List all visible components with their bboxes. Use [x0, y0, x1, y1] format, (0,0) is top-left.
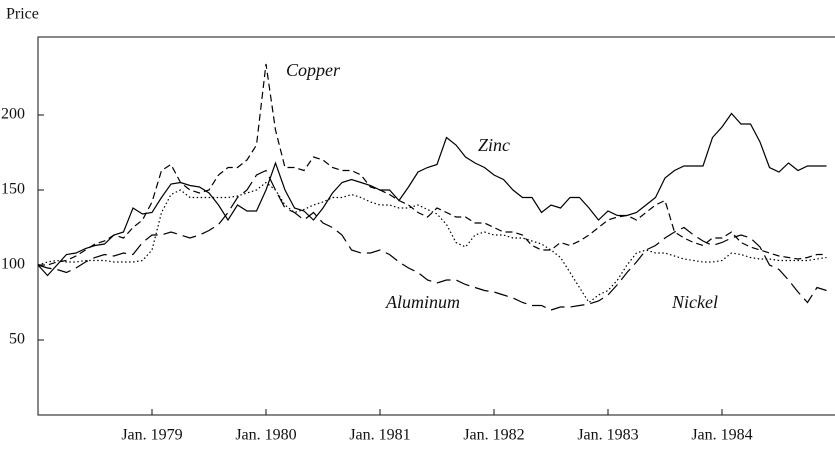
- series-label: Zinc: [478, 135, 510, 155]
- series-label: Copper: [286, 60, 341, 80]
- x-tick-label: Jan. 1983: [577, 427, 638, 444]
- series-line: [37, 181, 827, 304]
- y-tick-label: 150: [1, 181, 25, 198]
- x-tick-label: Jan. 1984: [691, 427, 752, 444]
- x-tick-label: Jan. 1982: [463, 427, 524, 444]
- series-line: [38, 63, 827, 266]
- x-tick-label: Jan. 1979: [121, 427, 182, 444]
- x-tick-label: Jan. 1980: [235, 427, 296, 444]
- x-tick-label: Jan. 1981: [349, 427, 410, 444]
- series-line: [37, 169, 827, 311]
- series-line: [37, 112, 827, 277]
- y-tick-label: 100: [1, 256, 25, 273]
- series-label: Aluminum: [385, 292, 460, 312]
- y-axis-label: Price: [6, 6, 39, 23]
- y-tick-label: 50: [9, 331, 25, 348]
- series-label: Nickel: [671, 292, 718, 312]
- plot-frame: [37, 36, 835, 416]
- y-tick-label: 200: [1, 106, 25, 123]
